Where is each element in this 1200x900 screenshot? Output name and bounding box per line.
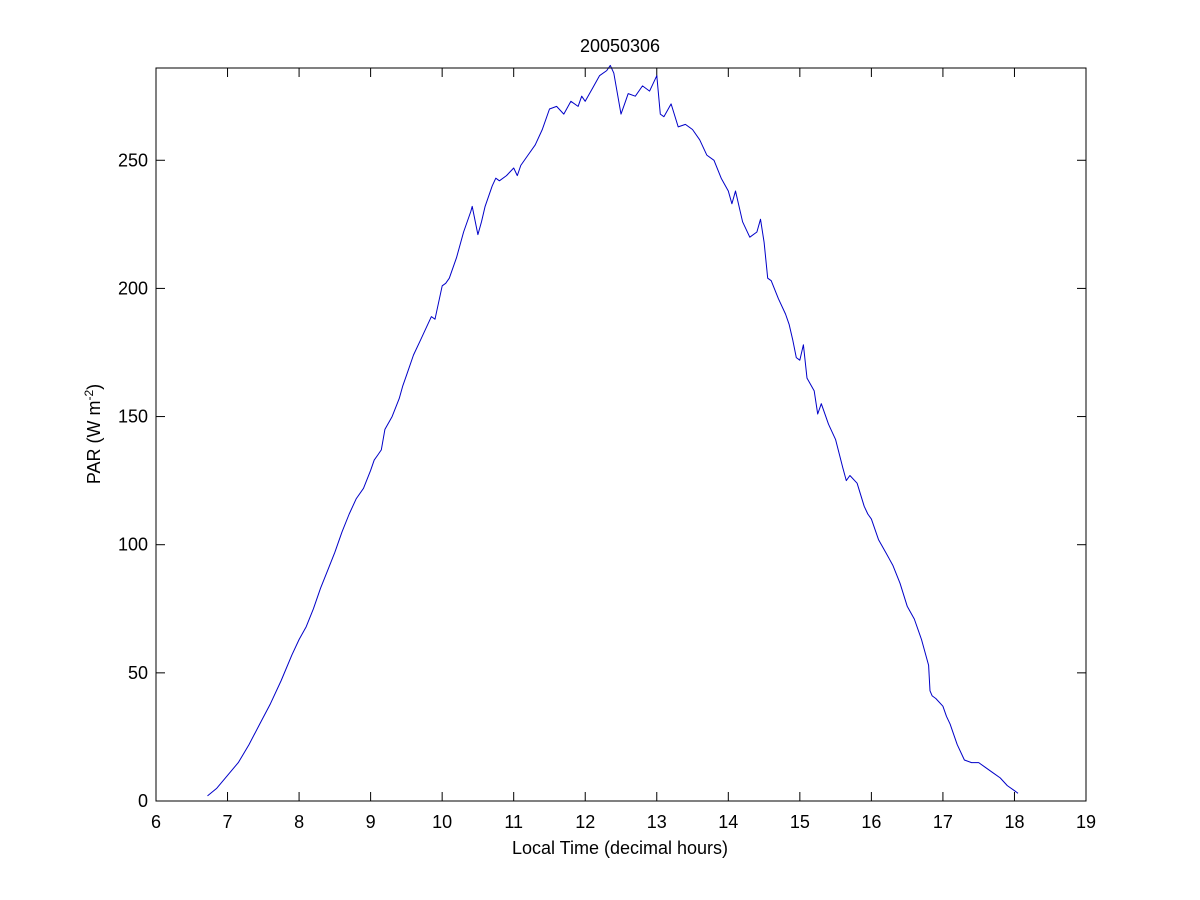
y-tick-label-250: 250 bbox=[118, 150, 148, 170]
x-tick-label-14: 14 bbox=[718, 812, 738, 832]
x-tick-label-18: 18 bbox=[1004, 812, 1024, 832]
y-tick-label-100: 100 bbox=[118, 535, 148, 555]
x-tick-label-11: 11 bbox=[504, 812, 523, 832]
x-tick-label-12: 12 bbox=[575, 812, 595, 832]
x-tick-label-8: 8 bbox=[294, 812, 304, 832]
y-tick-label-0: 0 bbox=[138, 791, 148, 811]
x-tick-label-19: 19 bbox=[1076, 812, 1096, 832]
chart-title: 20050306 bbox=[580, 36, 660, 56]
y-axis-label-main: PAR (W m bbox=[84, 401, 104, 485]
axes-background bbox=[156, 68, 1086, 801]
y-tick-label-50: 50 bbox=[128, 663, 148, 683]
y-axis-label-suffix: ) bbox=[84, 384, 104, 390]
x-tick-label-9: 9 bbox=[366, 812, 376, 832]
y-tick-label-200: 200 bbox=[118, 278, 148, 298]
y-tick-label-150: 150 bbox=[118, 407, 148, 427]
x-tick-label-10: 10 bbox=[432, 812, 452, 832]
x-tick-label-6: 6 bbox=[151, 812, 161, 832]
x-tick-label-13: 13 bbox=[647, 812, 667, 832]
x-tick-label-17: 17 bbox=[933, 812, 953, 832]
x-tick-label-15: 15 bbox=[790, 812, 810, 832]
x-axis-label: Local Time (decimal hours) bbox=[512, 838, 728, 858]
x-tick-label-16: 16 bbox=[861, 812, 881, 832]
x-tick-label-7: 7 bbox=[223, 812, 233, 832]
y-axis-label-superscript: -2 bbox=[82, 390, 96, 401]
